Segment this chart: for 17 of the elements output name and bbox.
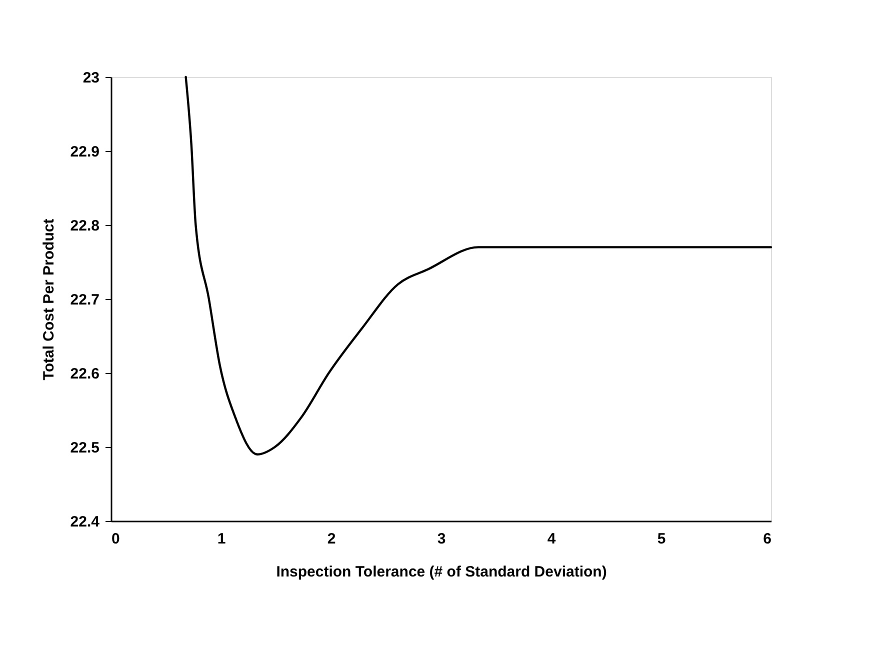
x-tick-label: 1 (217, 530, 226, 548)
y-tick-label: 23 (82, 70, 100, 86)
y-tick-label: 22.6 (70, 366, 100, 382)
line-series (184, 76, 772, 456)
x-tick-label: 4 (547, 530, 556, 548)
x-tick-label: 0 (112, 530, 120, 548)
y-tick-label: 22.4 (70, 514, 100, 530)
y-tick-label: 22.9 (70, 144, 100, 160)
y-axis-title: Total Cost Per Product (40, 218, 58, 380)
x-tick-label: 3 (437, 530, 446, 548)
y-tick-label: 22.7 (70, 292, 100, 308)
x-tick-label: 2 (327, 530, 336, 548)
y-tick-label: 22.8 (70, 218, 100, 234)
y-tick-label: 22.5 (70, 440, 100, 456)
x-tick-label: 6 (763, 530, 772, 548)
x-axis-title: Inspection Tolerance (# of Standard Deviation) (276, 564, 607, 580)
x-tick-label: 5 (657, 530, 666, 548)
